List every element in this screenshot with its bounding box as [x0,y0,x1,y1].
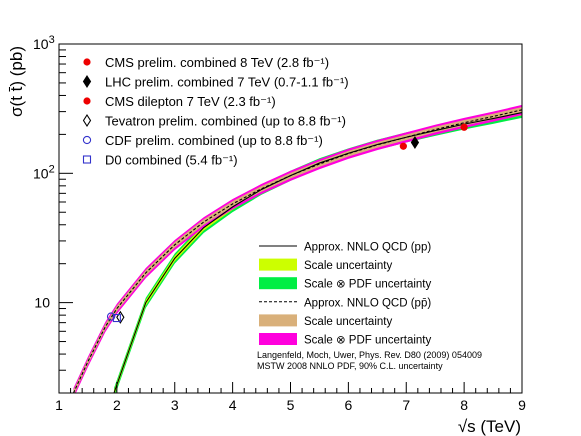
y-tick-label: 10 [34,295,50,311]
curves [72,109,522,393]
legend-marker-label-2: CMS dilepton 7 TeV (2.3 fb⁻¹) [105,94,276,109]
legend-curve-label-5: Scale ⊗ PDF uncertainty [304,335,431,347]
line-series-1 [72,109,522,393]
legend-curve-label-1: Scale uncertainty [304,260,392,272]
legend-marker-1-shape [82,74,92,89]
x-tick-label: 9 [518,397,526,413]
line-series-0 [113,112,522,393]
y-tick-exponent: 3 [49,34,55,46]
legend-marker-2 [83,97,91,105]
legend-marker-3-shape [82,113,92,128]
x-tick-label: 4 [229,397,237,413]
legend-band-swatch-4 [259,314,297,327]
data-point-3-shape [116,310,125,324]
x-tick-label: 5 [287,397,295,413]
legend-marker-3 [82,113,92,128]
x-tick-label: 7 [402,397,410,413]
y-axis-label: σ(t t̄) (pb) [7,46,26,117]
legend-band-swatch-2 [259,277,297,290]
x-axis-label: √s (TeV) [458,417,521,436]
legend-marker-4 [82,135,92,145]
legend-marker-label-1: LHC prelim. combined 7 TeV (0.7-1.1 fb⁻¹… [105,75,349,90]
legend-marker-label-3: Tevatron prelim. combined (up to 8.8 fb⁻… [105,114,346,129]
data-point-3 [116,310,125,324]
legend-marker-2-shape [83,97,91,105]
legend-curve-label-0: Approx. NNLO QCD (pp) [304,242,431,254]
legend-marker-4-shape [82,135,92,145]
legend-marker-0 [83,58,91,66]
x-tick-label: 1 [55,397,63,413]
y-tick-exponent: 2 [49,163,55,175]
legend-marker-5-shape [82,155,92,164]
legend-curve-label-3: Approx. NNLO QCD (pp̄) [304,297,431,309]
x-tick-label: 2 [113,397,121,413]
pdf-annotation: MSTW 2008 NNLO PDF, 90% C.L. uncertainty [257,361,443,371]
legend-band-swatch-1 [259,258,297,271]
data-point-4-shape [106,312,116,321]
legend-curve-label-2: Scale ⊗ PDF uncertainty [304,279,431,291]
legend-marker-0-shape [83,58,91,66]
data-point-0-shape [460,123,468,131]
data-point-2 [399,142,407,150]
marker-legend: CMS prelim. combined 8 TeV (2.8 fb⁻¹) LHC… [82,55,349,168]
data-point-1-shape [410,136,420,150]
reference-annotation: Langenfeld, Moch, Uwer, Phys. Rev. D80 (… [257,350,482,360]
data-point-1 [410,136,420,150]
legend-curve-label-4: Scale uncertainty [304,316,392,328]
data-point-0 [460,123,468,131]
legend-marker-label-0: CMS prelim. combined 8 TeV (2.8 fb⁻¹) [105,55,329,70]
legend-marker-5 [82,155,92,164]
x-tick-label: 3 [171,397,179,413]
data-point-4 [106,312,116,321]
data-markers [106,123,468,324]
data-point-5-shape [112,313,121,323]
legend-band-swatch-5 [259,333,297,345]
data-point-2-shape [399,142,407,150]
x-axis: 1 2 3 4 5 6 7 8 9 [55,382,526,413]
data-point-5 [112,313,121,323]
x-tick-label: 8 [460,397,468,413]
curve-legend: Approx. NNLO QCD (pp) Scale uncertainty Sc… [259,242,431,347]
x-tick-label: 6 [344,397,352,413]
legend-marker-label-4: CDF prelim. combined (up to 8.8 fb⁻¹) [105,133,323,148]
legend-marker-label-5: D0 combined (5.4 fb⁻¹) [105,153,238,168]
legend-marker-1 [82,74,92,89]
